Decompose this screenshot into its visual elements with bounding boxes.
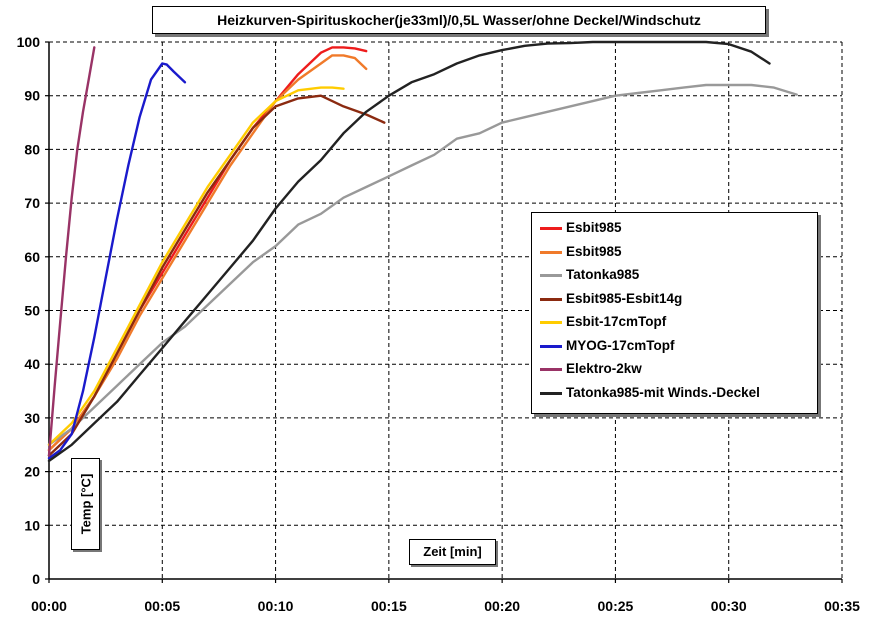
legend-label: Esbit-17cmTopf bbox=[566, 314, 667, 329]
x-tick-label: 00:35 bbox=[824, 598, 860, 614]
legend-swatch bbox=[540, 250, 562, 254]
legend-swatch bbox=[540, 227, 562, 230]
legend-label: Elektro-2kw bbox=[566, 361, 642, 376]
legend-label: MYOG-17cmTopf bbox=[566, 337, 675, 353]
x-tick-label: 00:20 bbox=[484, 598, 520, 614]
chart-ticks: 0 10 20 30 40 50 60 70 80 90 100 00:00 00:05 00:10 00:… bbox=[17, 34, 860, 614]
legend-swatch bbox=[540, 274, 562, 277]
y-tick-label: 40 bbox=[24, 356, 40, 372]
legend-item: Tatonka985-mit Winds.-Deckel bbox=[532, 383, 817, 405]
y-axis-label-box: Temp [°C] bbox=[71, 458, 100, 550]
y-tick-label: 10 bbox=[24, 517, 40, 533]
legend-item: Esbit985 bbox=[532, 242, 817, 264]
x-axis-label: Zeit [min] bbox=[409, 539, 496, 565]
series-line-6 bbox=[47, 62, 187, 460]
x-tick-label: 00:05 bbox=[144, 598, 180, 614]
y-tick-label: 60 bbox=[24, 249, 40, 265]
legend-swatch bbox=[540, 321, 562, 324]
x-tick-label: 00:00 bbox=[31, 598, 67, 614]
legend-item: MYOG-17cmTopf bbox=[532, 336, 817, 358]
legend-item: Esbit-17cmTopf bbox=[532, 312, 817, 334]
x-tick-label: 00:30 bbox=[711, 598, 747, 614]
series-line-2 bbox=[47, 54, 368, 452]
legend-item: Tatonka985 bbox=[532, 265, 817, 287]
legend-swatch bbox=[540, 391, 562, 395]
legend-item: Elektro-2kw bbox=[532, 359, 817, 381]
y-axis-label: Temp [°C] bbox=[78, 473, 93, 535]
y-tick-label: 30 bbox=[24, 410, 40, 426]
legend-label: Esbit985 bbox=[566, 243, 622, 259]
legend-label: Esbit985-Esbit14g bbox=[566, 290, 683, 306]
series-line-5 bbox=[47, 86, 345, 446]
y-tick-label: 20 bbox=[24, 464, 40, 480]
legend-label: Tatonka985-mit Winds.-Deckel bbox=[566, 384, 760, 400]
x-tick-label: 00:15 bbox=[371, 598, 407, 614]
x-tick-label: 00:25 bbox=[598, 598, 634, 614]
legend-item: Esbit985-Esbit14g bbox=[532, 289, 817, 311]
chart-legend: Esbit985 Esbit985 Tatonka985 Esbit985-Esbit… bbox=[531, 212, 818, 414]
series-line-8 bbox=[47, 40, 771, 463]
y-tick-label: 50 bbox=[24, 303, 40, 319]
chart-series bbox=[47, 40, 798, 463]
series-line-7 bbox=[47, 46, 96, 457]
x-tick-label: 00:10 bbox=[258, 598, 294, 614]
y-tick-label: 90 bbox=[24, 88, 40, 104]
legend-swatch bbox=[540, 344, 562, 348]
y-tick-label: 0 bbox=[32, 571, 40, 587]
legend-swatch bbox=[540, 368, 562, 371]
series-line-4 bbox=[47, 94, 386, 457]
legend-label: Tatonka985 bbox=[566, 267, 640, 282]
legend-item: Esbit985 bbox=[532, 218, 817, 240]
y-tick-label: 100 bbox=[17, 34, 41, 50]
legend-label: Esbit985 bbox=[566, 220, 622, 235]
y-tick-label: 70 bbox=[24, 195, 40, 211]
chart-title: Heizkurven-Spirituskocher(je33ml)/0,5L W… bbox=[152, 6, 766, 34]
y-tick-label: 80 bbox=[24, 141, 40, 157]
legend-swatch bbox=[540, 297, 562, 301]
